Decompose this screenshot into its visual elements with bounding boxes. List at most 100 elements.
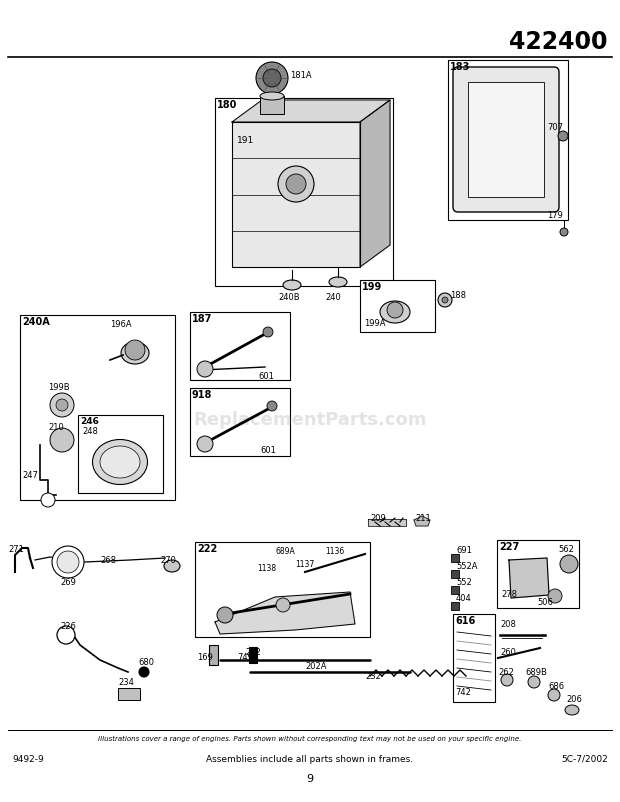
Circle shape (263, 69, 281, 87)
Text: 562: 562 (558, 545, 574, 554)
Circle shape (387, 302, 403, 318)
Circle shape (286, 174, 306, 194)
Bar (190, 312, 290, 380)
Text: 187: 187 (192, 314, 213, 324)
Text: 179: 179 (547, 210, 563, 220)
Bar (451, 602, 459, 610)
Circle shape (528, 676, 540, 688)
Polygon shape (414, 516, 430, 526)
Bar (448, 60, 568, 220)
Circle shape (41, 493, 55, 507)
Text: 206: 206 (566, 695, 582, 704)
Text: 211: 211 (415, 514, 431, 523)
Text: 191: 191 (237, 136, 254, 145)
Ellipse shape (100, 446, 140, 478)
Circle shape (548, 689, 560, 701)
Text: 601: 601 (258, 372, 274, 381)
Text: 1137: 1137 (295, 560, 314, 569)
Text: 247: 247 (22, 471, 38, 480)
Bar (451, 570, 459, 578)
Text: 188: 188 (450, 290, 466, 299)
Text: 269: 269 (60, 578, 76, 587)
Text: 240A: 240A (22, 317, 50, 327)
Text: 199: 199 (362, 282, 383, 292)
Ellipse shape (283, 280, 301, 290)
Ellipse shape (565, 705, 579, 715)
Text: 208: 208 (500, 620, 516, 629)
Circle shape (267, 401, 277, 411)
Text: 616: 616 (455, 616, 476, 626)
Text: 199A: 199A (364, 319, 386, 329)
Text: 278: 278 (501, 590, 517, 599)
Text: 1136: 1136 (325, 547, 344, 556)
Text: 707: 707 (547, 124, 563, 132)
Text: 227: 227 (499, 542, 520, 552)
Text: 689A: 689A (275, 547, 294, 556)
Circle shape (57, 626, 75, 644)
Text: 506: 506 (537, 598, 553, 607)
Circle shape (125, 340, 145, 360)
Text: ReplacementParts.com: ReplacementParts.com (193, 411, 427, 429)
Text: 918: 918 (192, 390, 213, 400)
Circle shape (442, 297, 448, 303)
Text: 689B: 689B (525, 668, 547, 677)
Circle shape (197, 361, 213, 377)
Text: 5C-7/2002: 5C-7/2002 (561, 755, 608, 764)
Ellipse shape (92, 439, 148, 484)
Text: Illustrations cover a range of engines. Parts shown without corresponding text m: Illustrations cover a range of engines. … (99, 736, 521, 742)
Text: 9: 9 (306, 774, 314, 784)
Circle shape (52, 546, 84, 578)
Text: 202A: 202A (305, 662, 327, 671)
Text: 202: 202 (245, 648, 261, 657)
Circle shape (276, 598, 290, 612)
Text: 181A: 181A (290, 71, 312, 80)
Polygon shape (360, 100, 390, 267)
Polygon shape (368, 519, 406, 525)
Circle shape (501, 674, 513, 686)
Bar (360, 280, 435, 332)
Bar (451, 586, 459, 594)
Circle shape (438, 293, 452, 307)
Text: 240B: 240B (278, 293, 299, 302)
Bar (453, 614, 495, 702)
Text: 552A: 552A (456, 562, 477, 571)
Bar (20, 315, 175, 500)
FancyBboxPatch shape (453, 67, 559, 212)
Bar (209, 645, 218, 665)
Circle shape (50, 393, 74, 417)
Bar (249, 647, 257, 663)
Text: 552: 552 (456, 578, 472, 587)
Circle shape (50, 428, 74, 452)
Text: 271: 271 (8, 545, 24, 554)
Bar (232, 122, 360, 267)
Text: 749: 749 (237, 653, 253, 662)
Bar (468, 82, 544, 197)
Circle shape (558, 131, 568, 141)
Circle shape (57, 551, 79, 573)
Text: 686: 686 (548, 682, 564, 691)
Text: 196A: 196A (110, 320, 131, 329)
Text: 240: 240 (325, 293, 341, 302)
Polygon shape (215, 592, 355, 634)
Text: 680: 680 (138, 658, 154, 667)
Text: Assemblies include all parts shown in frames.: Assemblies include all parts shown in fr… (206, 755, 414, 764)
Text: 199B: 199B (48, 383, 69, 392)
Circle shape (548, 589, 562, 603)
Text: 210: 210 (48, 423, 64, 432)
Text: 180: 180 (217, 100, 237, 110)
Ellipse shape (260, 92, 284, 100)
Circle shape (263, 327, 273, 337)
Circle shape (139, 667, 149, 677)
Circle shape (217, 607, 233, 623)
Ellipse shape (380, 301, 410, 323)
Text: 1138: 1138 (257, 564, 276, 573)
Ellipse shape (121, 342, 149, 364)
Text: 601: 601 (260, 446, 276, 455)
Bar (195, 542, 370, 637)
Circle shape (256, 62, 288, 94)
Text: 232: 232 (365, 672, 381, 681)
Text: 226: 226 (60, 622, 76, 631)
Text: 404: 404 (456, 594, 472, 603)
Text: 742: 742 (455, 688, 471, 697)
Text: 260: 260 (500, 648, 516, 657)
